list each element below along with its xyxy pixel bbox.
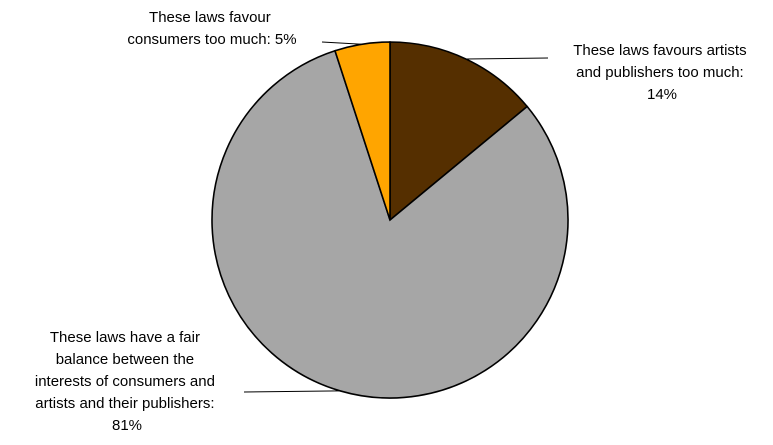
slice-label-consumers-line: These laws favour bbox=[149, 9, 271, 26]
pie-slice-consumers bbox=[333, 41, 391, 221]
slice-label-artists: These laws favours artists and publisher… bbox=[573, 42, 751, 103]
slice-label-balance-line: balance between the bbox=[56, 351, 194, 368]
slice-label-balance-line: These laws have a fair bbox=[50, 329, 200, 346]
slice-label-artists-line: and publishers too much: bbox=[576, 64, 744, 81]
slice-label-consumers: These laws favour consumers too much: 5% bbox=[127, 9, 296, 48]
slice-label-balance: These laws have a fair balance between t… bbox=[35, 329, 219, 434]
leader-line bbox=[465, 57, 549, 60]
pie-slices bbox=[211, 41, 569, 399]
slice-label-balance-line: artists and their publishers: bbox=[35, 395, 214, 412]
slice-label-artists-line: These laws favours artists bbox=[573, 42, 746, 59]
leader-lines bbox=[243, 41, 549, 393]
slice-label-artists-line: 14% bbox=[647, 86, 677, 103]
slice-label-balance-line: interests of consumers and bbox=[35, 373, 215, 390]
leader-line bbox=[321, 41, 363, 45]
pie-slice-artists bbox=[389, 41, 529, 222]
slice-label-balance-line: 81% bbox=[112, 417, 142, 434]
slice-label-consumers-line: consumers too much: 5% bbox=[127, 31, 296, 48]
leader-line bbox=[243, 390, 341, 393]
